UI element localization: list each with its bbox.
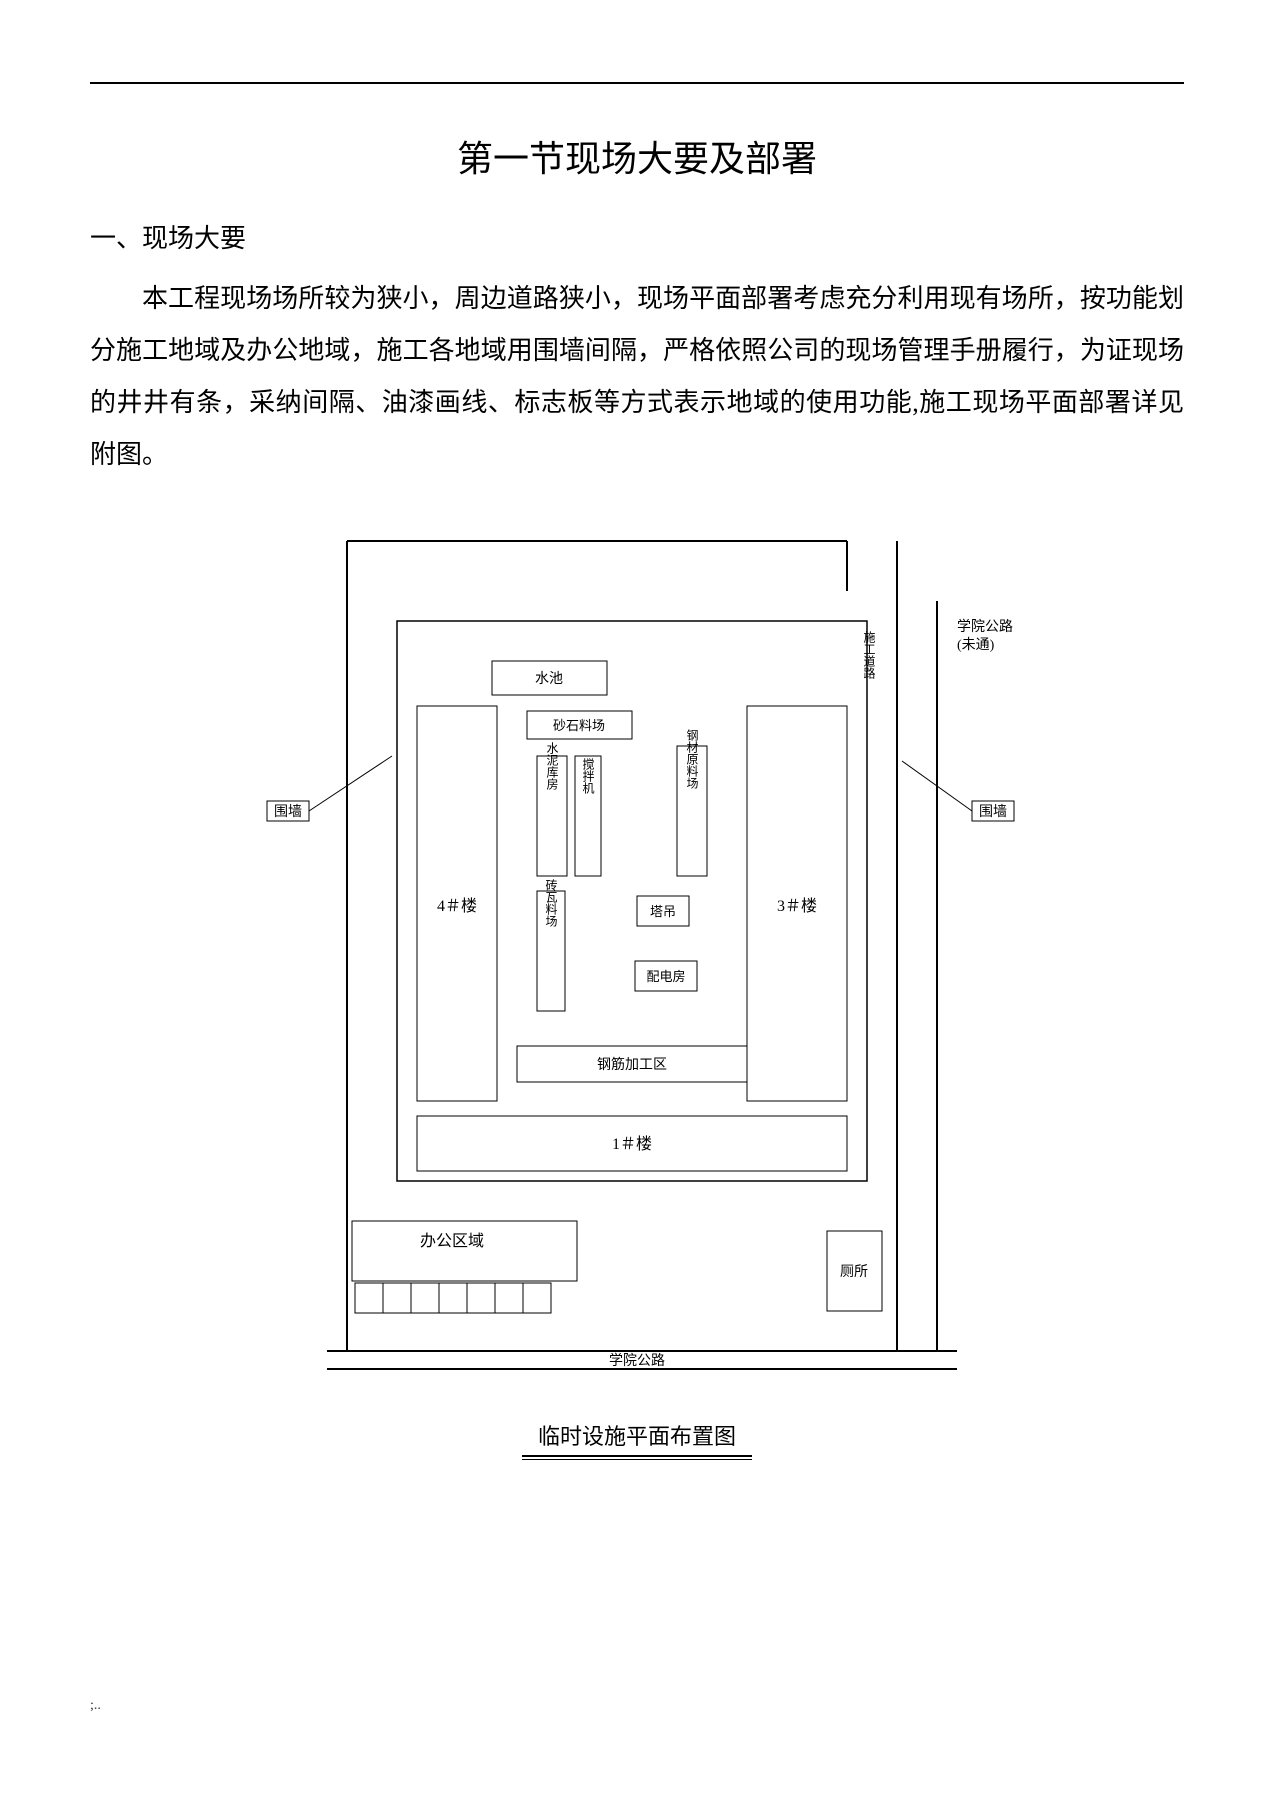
node-power: 配电房 (646, 969, 685, 984)
page-title: 第一节现场大要及部署 (90, 130, 1184, 182)
node-rebar-area: 钢筋加工区 (597, 1056, 667, 1073)
top-rule (90, 82, 1184, 84)
node-cement: 水泥库房 (545, 742, 559, 790)
node-tower: 塔吊 (650, 904, 676, 919)
label-road-bottom: 学院公路 (609, 1353, 665, 1369)
label-right-fence: 围墙 (979, 804, 1007, 820)
node-sand-yard: 砂石料场 (553, 718, 605, 733)
section-heading: 一、现场大要 (90, 218, 1184, 255)
caption-rule2 (522, 1459, 752, 1460)
site-plan-diagram: 围墙 围墙 学院公路 (未通) 施工道路 学院公路 水池 砂石料场 水泥库房 搅… (237, 531, 1037, 1401)
node-rebar-yard: 钢材原料场 (685, 729, 699, 789)
node-brick: 砖瓦料场 (544, 878, 558, 927)
node-office: 办公区域 (420, 1232, 484, 1250)
label-left-fence: 围墙 (274, 804, 302, 820)
node-mixer: 搅拌机 (581, 757, 595, 794)
node-wc: 厕所 (840, 1264, 868, 1280)
caption-rule1 (522, 1455, 752, 1457)
diagram-caption: 临时设施平面布置图 (90, 1419, 1184, 1451)
node-pond: 水池 (535, 671, 563, 687)
node-b1: 1＃楼 (612, 1135, 652, 1153)
node-b4: 4＃楼 (437, 897, 477, 915)
page-footnote: ;.. (90, 1698, 101, 1714)
body-paragraph: 本工程现场场所较为狭小，周边道路狭小，现场平面部署考虑充分利用现有场所，按功能划… (90, 273, 1184, 481)
label-road-right: 学院公路 (957, 619, 1013, 635)
label-gate: 施工道路 (862, 631, 876, 680)
node-b3: 3＃楼 (777, 897, 817, 915)
label-road-right2: (未通) (957, 637, 995, 653)
